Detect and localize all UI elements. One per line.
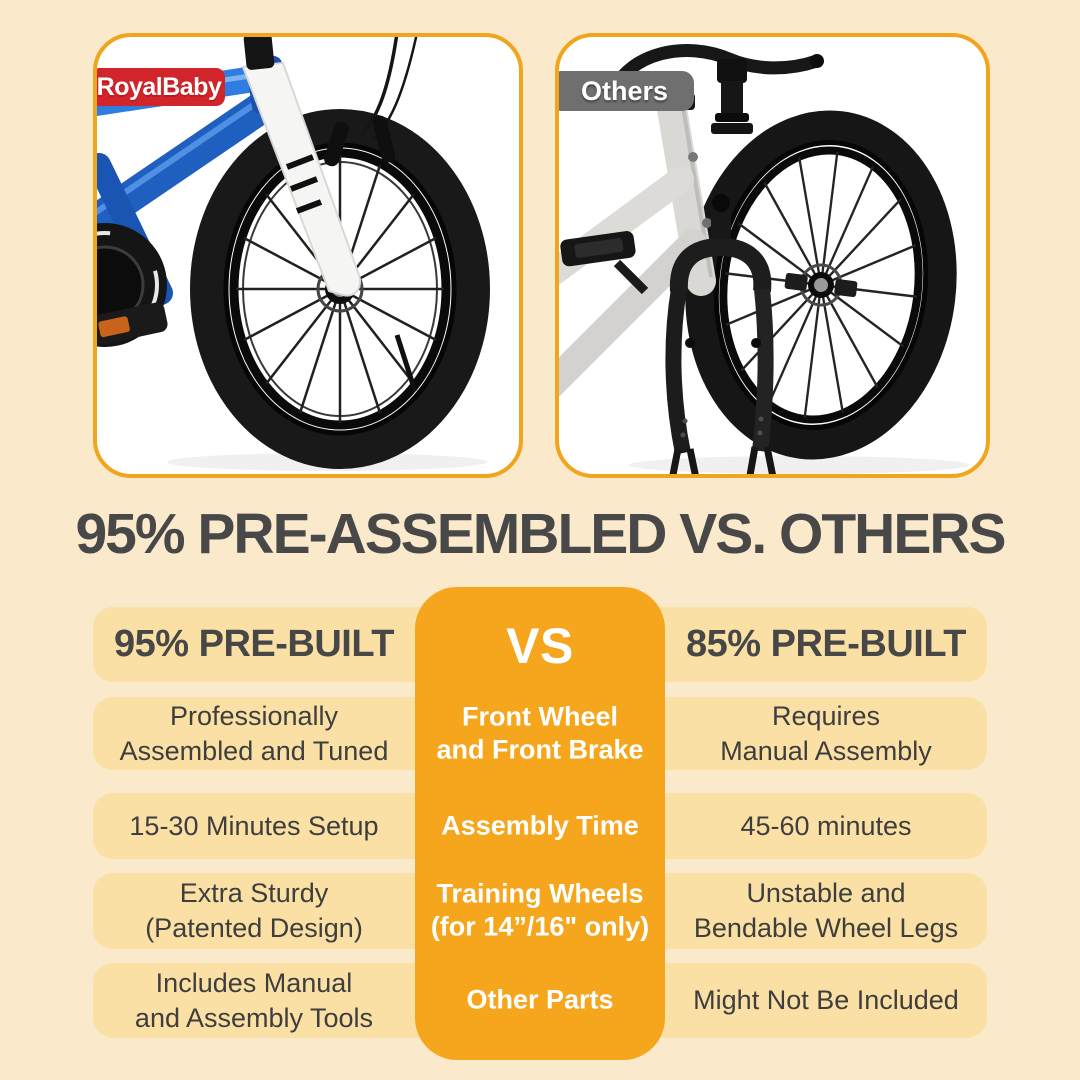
others-feature: 45-60 minutes	[740, 810, 912, 841]
others-badge-label: Others	[580, 75, 669, 106]
left-column-header: 95% PRE-BUILT	[114, 623, 394, 666]
brand-badge-royalbaby: RoyalBaby	[96, 68, 225, 106]
vs-column: VS Front Wheel and Front Brake Assembly …	[415, 587, 665, 1060]
photo-panel-others: Others	[555, 33, 990, 478]
royalbaby-feature: Includes Manual and Assembly Tools	[134, 967, 374, 1033]
right-column-header: 85% PRE-BUILT	[686, 623, 966, 666]
photo-panel-royalbaby: RoyalBaby	[93, 33, 523, 478]
page-title: 95% PRE-ASSEMBLED VS. OTHERS	[75, 502, 1006, 566]
criterion-label: Other Parts	[466, 984, 614, 1015]
others-feature: Might Not Be Included	[693, 985, 959, 1016]
vs-label: VS	[506, 618, 574, 674]
royalbaby-feature: 15-30 Minutes Setup	[129, 810, 379, 841]
criterion-label: Training Wheels (for 14”/16" only)	[430, 878, 650, 942]
bike-photo-royalbaby	[97, 37, 490, 471]
others-badge: Others	[559, 71, 694, 111]
others-feature: Unstable and Bendable Wheel Legs	[693, 878, 959, 943]
bike-photo-others	[559, 44, 969, 474]
criterion-label: Front Wheel and Front Brake	[436, 701, 644, 765]
brand-badge-label: RoyalBaby	[96, 72, 222, 101]
royalbaby-feature: Extra Sturdy (Patented Design)	[145, 878, 363, 943]
royalbaby-feature: Professionally Assembled and Tuned	[119, 700, 389, 766]
table-row: 15-30 Minutes Setup 45-60 minutes	[93, 793, 987, 859]
criterion-label: Assembly Time	[441, 810, 639, 841]
others-feature: Requires Manual Assembly	[720, 700, 932, 766]
